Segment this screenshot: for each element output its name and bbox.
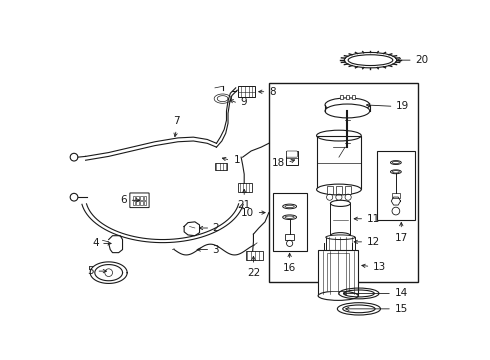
Ellipse shape bbox=[325, 104, 369, 118]
Bar bbox=[144, 195, 147, 199]
Bar bbox=[238, 183, 252, 192]
Bar bbox=[352, 95, 355, 99]
Text: 5: 5 bbox=[87, 266, 94, 276]
Bar bbox=[326, 237, 355, 249]
Bar bbox=[136, 195, 139, 199]
Bar bbox=[285, 234, 294, 240]
Text: 6: 6 bbox=[121, 195, 127, 205]
Bar bbox=[345, 186, 351, 194]
Text: 2: 2 bbox=[213, 223, 219, 233]
Ellipse shape bbox=[317, 184, 361, 195]
Text: 4: 4 bbox=[92, 238, 98, 248]
Bar bbox=[269, 83, 418, 282]
Text: 22: 22 bbox=[247, 268, 260, 278]
Text: 16: 16 bbox=[283, 263, 296, 273]
Ellipse shape bbox=[318, 291, 358, 300]
Bar bbox=[340, 95, 343, 99]
Bar bbox=[327, 186, 333, 194]
Text: 8: 8 bbox=[269, 87, 275, 97]
Text: 21: 21 bbox=[238, 200, 251, 210]
Bar bbox=[317, 136, 361, 189]
Text: 13: 13 bbox=[373, 261, 386, 271]
Text: 11: 11 bbox=[367, 214, 380, 224]
Text: 7: 7 bbox=[173, 116, 180, 126]
Text: 20: 20 bbox=[415, 55, 428, 65]
Text: 18: 18 bbox=[272, 158, 285, 167]
Bar bbox=[377, 151, 415, 220]
Text: 10: 10 bbox=[241, 208, 254, 217]
Bar bbox=[346, 95, 349, 99]
Bar bbox=[132, 201, 135, 205]
Ellipse shape bbox=[330, 200, 350, 206]
Text: 1: 1 bbox=[234, 155, 241, 165]
Text: 9: 9 bbox=[240, 97, 247, 107]
Bar bbox=[215, 163, 227, 170]
Bar bbox=[238, 86, 255, 97]
Bar bbox=[318, 249, 358, 296]
Text: 12: 12 bbox=[367, 237, 380, 247]
Bar bbox=[136, 201, 139, 205]
Bar bbox=[392, 193, 400, 198]
Text: 3: 3 bbox=[213, 244, 219, 255]
Text: 15: 15 bbox=[394, 304, 408, 314]
Text: 14: 14 bbox=[394, 288, 408, 298]
Bar bbox=[140, 195, 143, 199]
FancyBboxPatch shape bbox=[287, 151, 297, 157]
FancyBboxPatch shape bbox=[130, 193, 149, 208]
Bar bbox=[330, 203, 350, 236]
Ellipse shape bbox=[330, 233, 350, 239]
Bar bbox=[327, 253, 349, 291]
Bar bbox=[132, 195, 135, 199]
Bar bbox=[336, 186, 342, 194]
Bar bbox=[144, 201, 147, 205]
Bar bbox=[245, 251, 263, 260]
Text: 19: 19 bbox=[396, 101, 409, 111]
Bar bbox=[273, 193, 307, 251]
Text: 17: 17 bbox=[394, 233, 408, 243]
Bar bbox=[286, 151, 298, 165]
Ellipse shape bbox=[326, 235, 355, 239]
Bar bbox=[140, 201, 143, 205]
